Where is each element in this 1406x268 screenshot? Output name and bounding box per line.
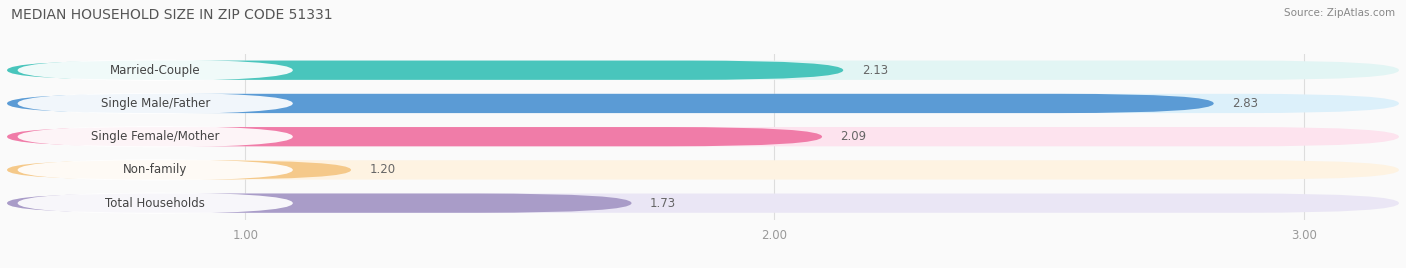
Text: Single Female/Mother: Single Female/Mother bbox=[91, 130, 219, 143]
Text: Non-family: Non-family bbox=[124, 163, 187, 176]
FancyBboxPatch shape bbox=[7, 61, 1399, 80]
FancyBboxPatch shape bbox=[7, 94, 1399, 113]
FancyBboxPatch shape bbox=[7, 127, 823, 146]
FancyBboxPatch shape bbox=[18, 192, 292, 214]
FancyBboxPatch shape bbox=[7, 94, 1213, 113]
Text: MEDIAN HOUSEHOLD SIZE IN ZIP CODE 51331: MEDIAN HOUSEHOLD SIZE IN ZIP CODE 51331 bbox=[11, 8, 333, 22]
Text: 1.20: 1.20 bbox=[370, 163, 395, 176]
Text: 2.83: 2.83 bbox=[1232, 97, 1258, 110]
Text: Total Households: Total Households bbox=[105, 197, 205, 210]
Text: 2.13: 2.13 bbox=[862, 64, 889, 77]
Text: 2.09: 2.09 bbox=[841, 130, 866, 143]
FancyBboxPatch shape bbox=[7, 193, 1399, 213]
FancyBboxPatch shape bbox=[7, 160, 351, 180]
FancyBboxPatch shape bbox=[7, 127, 1399, 146]
FancyBboxPatch shape bbox=[7, 160, 1399, 180]
FancyBboxPatch shape bbox=[18, 159, 292, 181]
Text: 1.73: 1.73 bbox=[650, 197, 676, 210]
FancyBboxPatch shape bbox=[18, 59, 292, 81]
Text: Married-Couple: Married-Couple bbox=[110, 64, 201, 77]
FancyBboxPatch shape bbox=[7, 61, 844, 80]
FancyBboxPatch shape bbox=[18, 92, 292, 114]
Text: Source: ZipAtlas.com: Source: ZipAtlas.com bbox=[1284, 8, 1395, 18]
FancyBboxPatch shape bbox=[18, 126, 292, 148]
FancyBboxPatch shape bbox=[7, 193, 631, 213]
Text: Single Male/Father: Single Male/Father bbox=[101, 97, 209, 110]
